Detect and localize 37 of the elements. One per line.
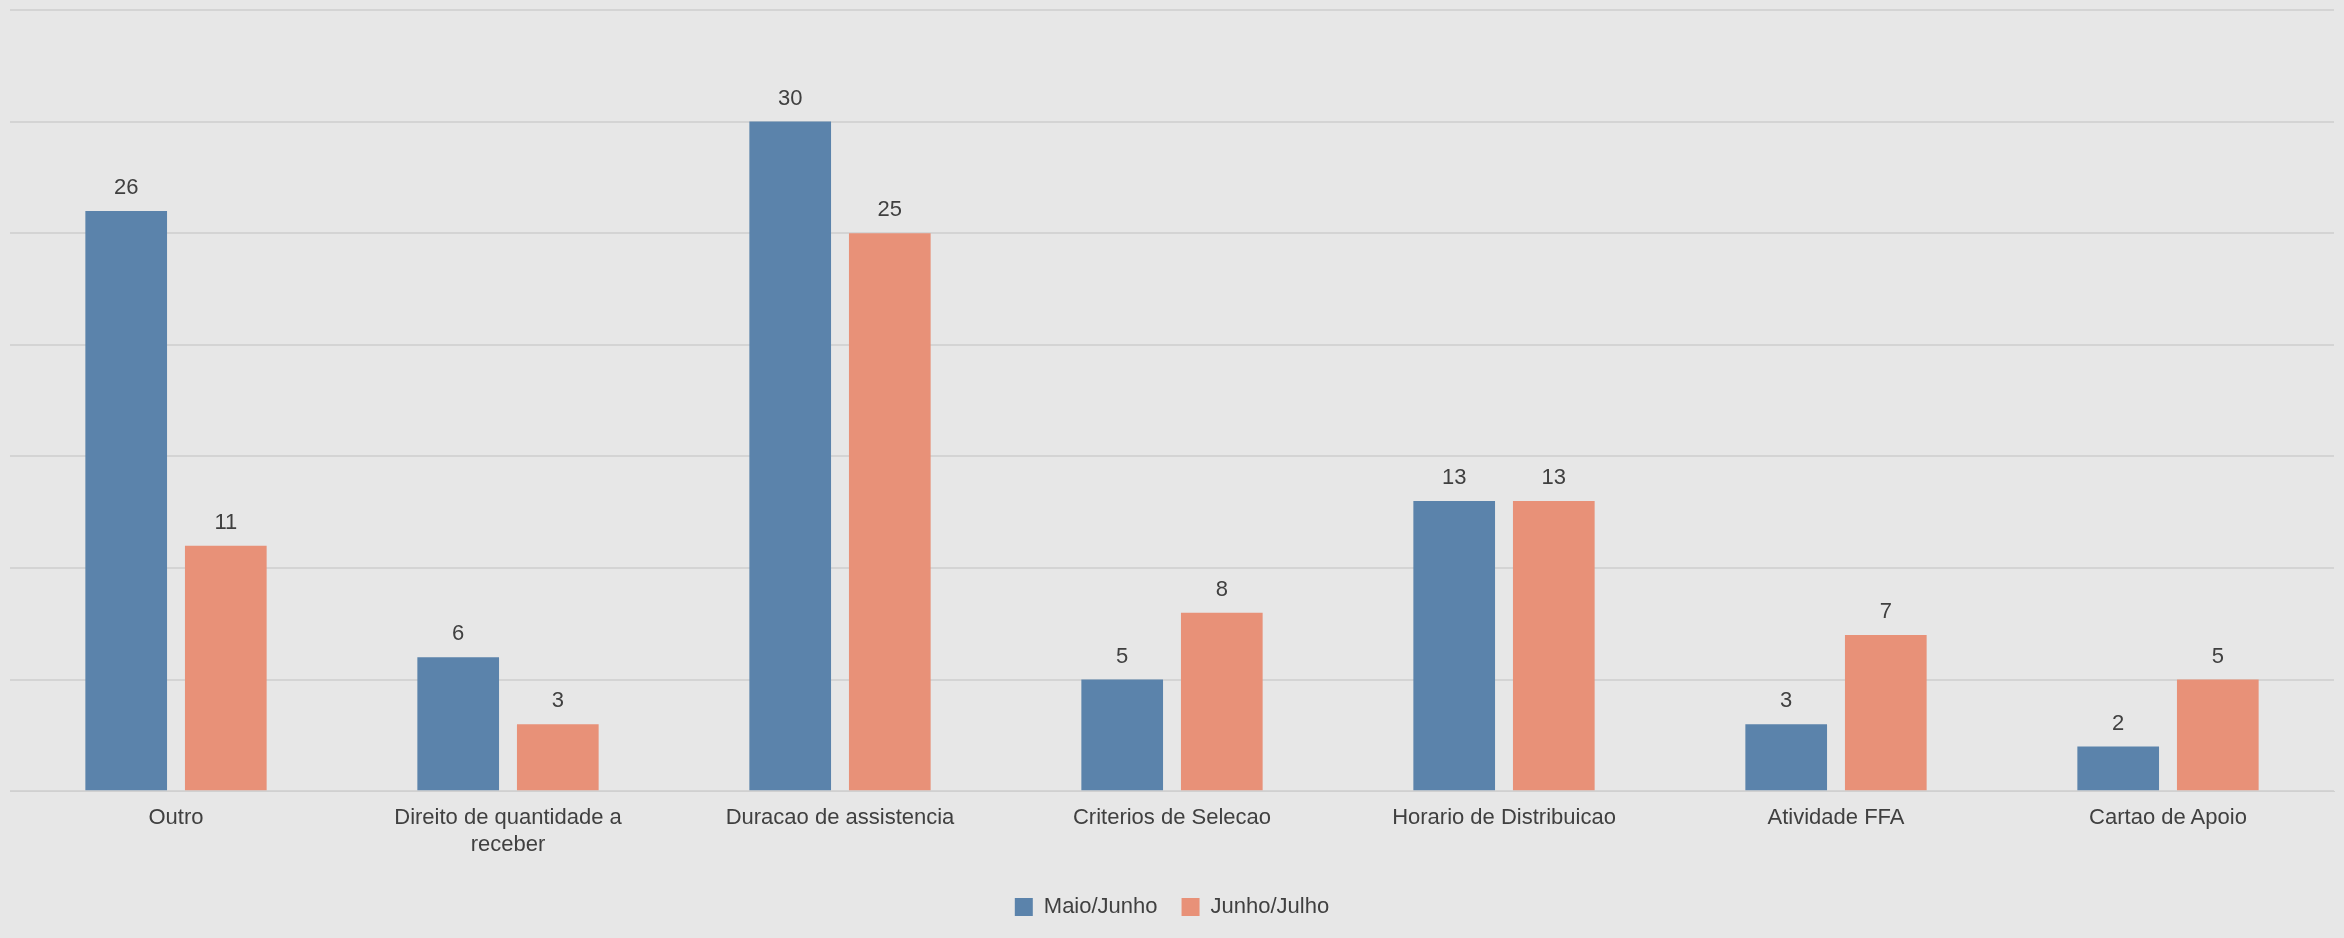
- data-label: 26: [113, 173, 139, 199]
- data-label: 3: [551, 687, 564, 713]
- bar: [749, 121, 832, 791]
- data-label: 5: [2211, 642, 2224, 668]
- x-tick-label: Atividade FFA: [1767, 804, 1905, 830]
- data-label: 8: [1215, 575, 1228, 601]
- x-tick-label: Outro: [148, 804, 204, 830]
- x-tick-label: Duracao de assistencia: [725, 804, 956, 830]
- x-tick-label: Criterios de Selecao: [1072, 804, 1272, 830]
- data-label: 5: [1116, 642, 1129, 668]
- bar: [848, 233, 931, 791]
- bar: [1413, 501, 1496, 791]
- legend-label: Junho/Julho: [1210, 893, 1330, 919]
- data-label: 25: [877, 196, 903, 222]
- data-label: 2: [2112, 709, 2125, 735]
- data-label: 13: [1441, 464, 1467, 490]
- bar: [516, 724, 599, 791]
- x-tick-label: Direito de quantidade a receber: [394, 804, 623, 856]
- data-label: 30: [777, 84, 803, 110]
- data-label: 6: [452, 620, 465, 646]
- bar: [2176, 679, 2259, 791]
- bar: [2077, 746, 2160, 791]
- bar: [1745, 724, 1828, 791]
- x-tick-label: Horario de Distribuicao: [1392, 804, 1616, 830]
- bar: [417, 657, 500, 791]
- data-label: 13: [1541, 464, 1567, 490]
- bar: [1844, 634, 1927, 791]
- bar: [1512, 501, 1595, 791]
- bar: [1180, 612, 1263, 791]
- legend-label: Maio/Junho: [1043, 893, 1158, 919]
- data-label: 7: [1879, 598, 1892, 624]
- bar: [85, 210, 168, 791]
- data-label: 3: [1780, 687, 1793, 713]
- data-label: 11: [214, 508, 238, 534]
- x-tick-label: Cartao de Apoio: [2089, 804, 2247, 830]
- bar: [184, 545, 267, 791]
- bar: [1081, 679, 1164, 791]
